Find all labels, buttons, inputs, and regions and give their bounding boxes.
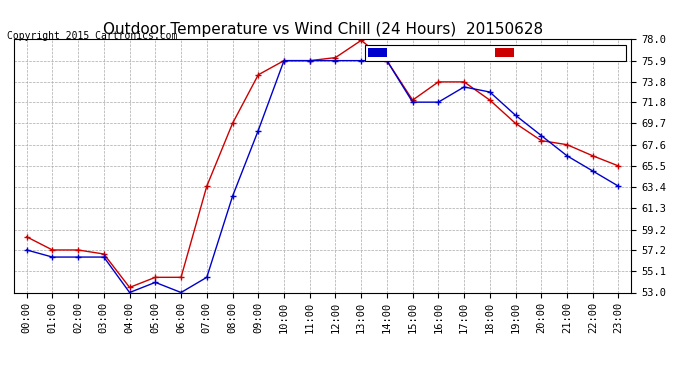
Legend: Wind Chill  (°F), Temperature  (°F): Wind Chill (°F), Temperature (°F): [365, 45, 626, 61]
Text: Copyright 2015 Cartronics.com: Copyright 2015 Cartronics.com: [7, 32, 177, 41]
Title: Outdoor Temperature vs Wind Chill (24 Hours)  20150628: Outdoor Temperature vs Wind Chill (24 Ho…: [103, 22, 542, 37]
